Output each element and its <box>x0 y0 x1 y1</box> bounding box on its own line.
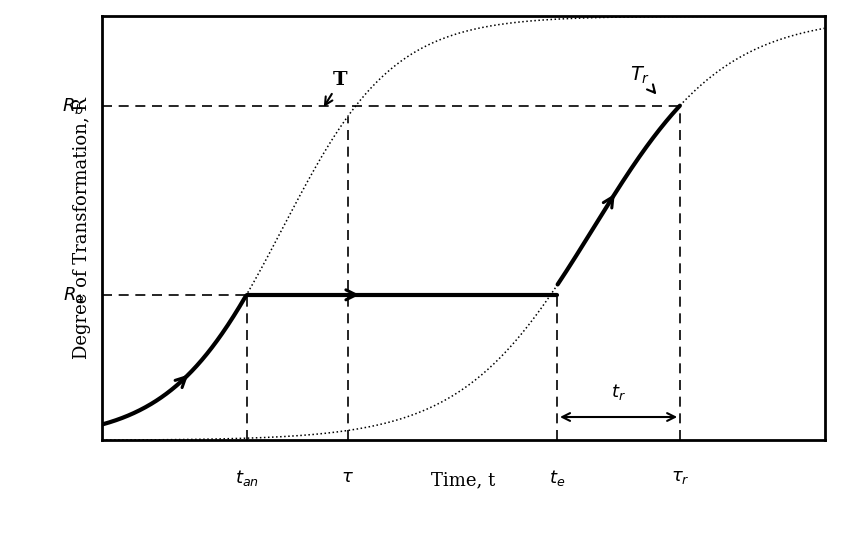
Text: $\tau$: $\tau$ <box>341 468 354 486</box>
Text: $t_{an}$: $t_{an}$ <box>235 468 258 488</box>
Text: $R_b$: $R_b$ <box>62 96 84 115</box>
X-axis label: Time, t: Time, t <box>431 471 496 489</box>
Text: $t_r$: $t_r$ <box>611 382 626 402</box>
Text: $\tau_r$: $\tau_r$ <box>671 468 689 486</box>
Text: T: T <box>325 71 348 105</box>
Y-axis label: Degree of Transformation, R: Degree of Transformation, R <box>73 97 91 359</box>
Text: $t_e$: $t_e$ <box>549 468 565 488</box>
Text: $T_r$: $T_r$ <box>630 65 655 93</box>
Text: $R_a$: $R_a$ <box>63 285 84 305</box>
